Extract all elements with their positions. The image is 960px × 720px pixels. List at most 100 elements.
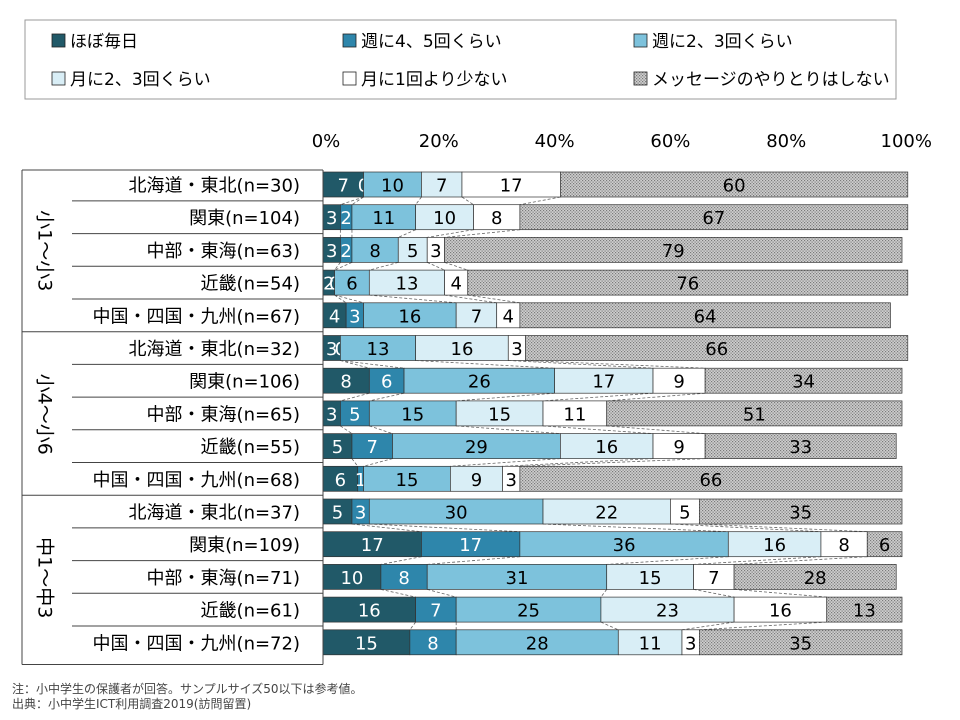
data-label: 29 [465,437,488,458]
row-label: 関東(n=109) [189,535,300,556]
data-label: 60 [723,176,746,197]
bar-segment [560,171,909,198]
series-connector [380,556,422,565]
data-label: 6 [346,274,357,295]
series-connector [606,425,706,434]
row-label: 中国・四国・九州(n=67) [93,306,300,327]
data-label: 16 [769,601,792,622]
data-label: 2 [323,274,334,295]
series-connector [415,360,555,369]
row-label: 関東(n=104) [189,208,300,229]
row-label: 近畿(n=61) [201,601,300,622]
series-connector [461,196,474,206]
row-label: 中部・東海(n=71) [147,568,300,589]
series-connector [606,392,706,402]
bar-segment [363,171,422,198]
row-label: 中国・四国・九州(n=68) [93,470,300,491]
bar-segment [397,237,428,263]
bar-segment [606,564,694,590]
bar-segment [820,531,868,558]
data-label: 16 [451,339,474,360]
data-label: 8 [398,568,409,589]
series-connector [670,523,821,533]
bar-segment [519,531,729,558]
bar-segment [322,465,359,492]
x-tick-label: 0% [312,131,341,152]
data-label: 10 [433,208,456,229]
data-label: 3 [685,633,696,654]
bar-segment [866,531,903,558]
data-label: 11 [639,633,662,654]
series-connector [467,294,520,304]
bar-segment [455,302,498,329]
data-label: 10 [381,176,404,197]
bar-segment [351,433,393,459]
bar-segment [698,498,903,525]
data-label: 6 [335,470,346,491]
series-connector [351,523,422,533]
data-label: 15 [355,633,378,654]
data-label: 6 [879,535,890,556]
series-connector [456,425,561,434]
legend-box [24,19,897,100]
data-label: 51 [743,404,766,425]
data-label: 9 [471,470,482,491]
data-label: 66 [699,470,722,491]
series-connector [369,262,399,271]
data-label: 13 [396,274,419,295]
series-connector [600,589,608,598]
group-label: 小1～小3 [34,210,56,291]
bar-segment [693,564,735,590]
bar-segment [519,302,891,329]
series-connector [334,262,341,271]
footnotes: 注：小中学生の保護者が回答。サンプルサイズ50以下は参考値。出典：小中学生ICT… [12,681,363,711]
series-connector [450,458,561,467]
series-connector [699,621,827,631]
series-connector [600,621,619,631]
series-connector [456,392,555,402]
series-connector [369,523,520,533]
data-label: 3 [355,503,366,524]
data-label: 5 [332,437,343,458]
row-label: 中部・東海(n=63) [147,241,300,262]
bar-segment [467,269,909,296]
legend-label: メッセージのやりとりはしない [652,70,890,90]
data-label: 7 [471,306,482,327]
legend-swatch [342,33,357,48]
data-label: 3 [505,470,516,491]
bar-segment [826,596,903,623]
legend-label: 月に2、3回くらい [70,70,211,90]
series-connector [519,458,706,467]
bars: 7010717603211108673285379206134764316746… [322,171,909,656]
series-connector [409,621,416,631]
data-label: 3 [326,404,337,425]
row-label: 中国・四国・九州(n=72) [93,633,300,654]
x-tick-label: 100% [881,131,932,152]
group-label: 中1～中3 [34,537,56,618]
bar-segment [368,498,544,525]
data-label: 5 [407,241,418,262]
data-label: 26 [468,372,491,393]
bar-segment [704,433,897,459]
data-label: 9 [673,437,684,458]
bar-segment [542,400,608,427]
bar-segment [455,629,619,656]
x-tick-label: 60% [650,131,690,152]
series-connector [734,556,868,565]
data-label: 11 [372,208,395,229]
data-label: 2 [340,208,351,229]
data-label: 16 [763,535,786,556]
bar-segment [351,237,399,263]
data-label: 7 [338,176,349,197]
row-label: 北海道・東北(n=37) [129,503,300,524]
data-label: 16 [398,306,421,327]
bar-segment [363,302,457,329]
bar-segment [444,237,903,263]
series-connector [340,425,353,434]
row-label: 北海道・東北(n=32) [129,339,300,360]
footnote: 注：小中学生の保護者が回答。サンプルサイズ50以下は参考値。 [12,681,363,696]
data-label: 16 [595,437,618,458]
series-connector [363,458,393,467]
bar-segment [455,400,544,427]
